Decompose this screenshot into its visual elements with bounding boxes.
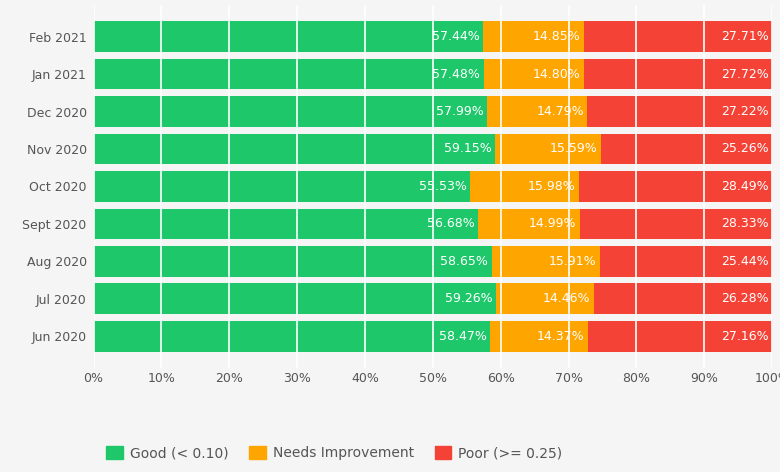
Bar: [587, 96, 772, 127]
Bar: [94, 209, 478, 239]
Text: 14.80%: 14.80%: [533, 67, 580, 81]
Text: 27.72%: 27.72%: [721, 67, 769, 81]
Text: 14.79%: 14.79%: [537, 105, 584, 118]
Bar: [94, 59, 484, 89]
Bar: [600, 246, 772, 277]
Text: 14.46%: 14.46%: [543, 292, 590, 305]
Text: 28.49%: 28.49%: [722, 180, 769, 193]
Text: 27.22%: 27.22%: [722, 105, 769, 118]
Text: 15.98%: 15.98%: [528, 180, 576, 193]
Text: 14.85%: 14.85%: [533, 30, 581, 43]
Text: 58.47%: 58.47%: [439, 330, 487, 343]
Bar: [478, 209, 580, 239]
Bar: [484, 59, 584, 89]
Text: 55.53%: 55.53%: [419, 180, 467, 193]
Text: 57.44%: 57.44%: [432, 30, 480, 43]
Text: 14.99%: 14.99%: [529, 218, 576, 230]
Bar: [495, 134, 601, 164]
Bar: [491, 321, 588, 352]
Bar: [580, 209, 772, 239]
Bar: [94, 284, 496, 314]
Text: 59.15%: 59.15%: [444, 143, 491, 155]
Bar: [94, 96, 488, 127]
Bar: [484, 21, 584, 52]
Text: 27.16%: 27.16%: [722, 330, 769, 343]
Bar: [588, 321, 772, 352]
Text: 28.33%: 28.33%: [722, 218, 769, 230]
Text: 26.28%: 26.28%: [722, 292, 769, 305]
Text: 25.44%: 25.44%: [722, 255, 769, 268]
Bar: [94, 246, 491, 277]
Text: 14.37%: 14.37%: [537, 330, 584, 343]
Text: 27.71%: 27.71%: [721, 30, 769, 43]
Text: 25.26%: 25.26%: [722, 143, 769, 155]
Bar: [601, 134, 772, 164]
Legend: Good (< 0.10), Needs Improvement, Poor (>= 0.25): Good (< 0.10), Needs Improvement, Poor (…: [101, 440, 568, 466]
Bar: [94, 21, 484, 52]
Text: 57.48%: 57.48%: [432, 67, 480, 81]
Text: 15.59%: 15.59%: [550, 143, 597, 155]
Text: 57.99%: 57.99%: [436, 105, 484, 118]
Text: 56.68%: 56.68%: [427, 218, 475, 230]
Bar: [491, 246, 600, 277]
Bar: [584, 21, 772, 52]
Text: 59.26%: 59.26%: [445, 292, 492, 305]
Bar: [488, 96, 587, 127]
Bar: [594, 284, 772, 314]
Bar: [579, 171, 772, 202]
Text: 58.65%: 58.65%: [441, 255, 488, 268]
Bar: [470, 171, 579, 202]
Bar: [94, 321, 491, 352]
Bar: [496, 284, 594, 314]
Text: 15.91%: 15.91%: [548, 255, 596, 268]
Bar: [94, 171, 470, 202]
Bar: [584, 59, 772, 89]
Bar: [94, 134, 495, 164]
